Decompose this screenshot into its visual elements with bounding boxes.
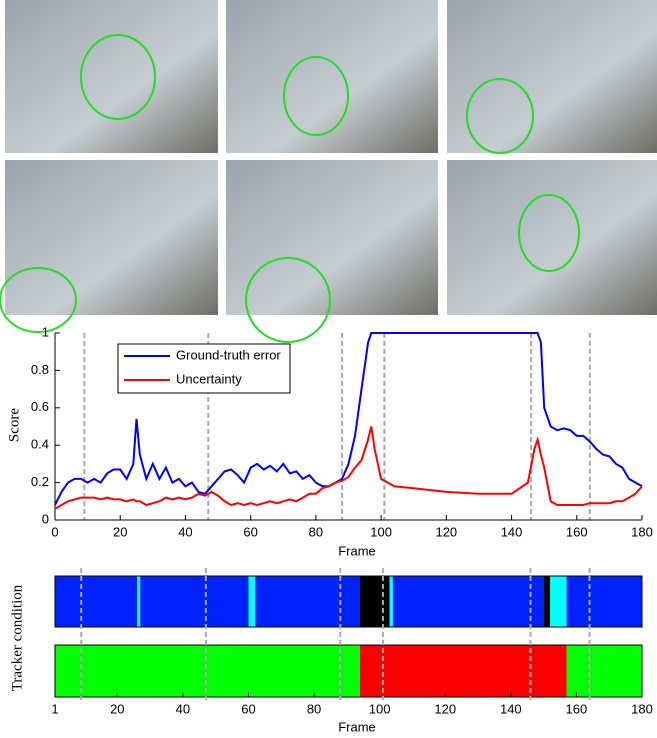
y-tick-label: 1 <box>42 324 49 339</box>
x-tick-label: 20 <box>113 524 127 539</box>
legend-label: Uncertainty <box>176 371 242 386</box>
y-tick-label: 0.6 <box>31 399 49 414</box>
x-tick-label: 60 <box>241 701 255 716</box>
track-ellipse <box>283 56 349 136</box>
x-tick-label: 180 <box>631 701 653 716</box>
y-tick-label: 0 <box>42 511 49 526</box>
y-tick-label: 0.4 <box>31 437 49 452</box>
x-tick-label: 120 <box>434 701 456 716</box>
track-ellipse <box>0 267 77 333</box>
x-tick-label: 80 <box>309 524 323 539</box>
x-tick-label: 100 <box>370 524 392 539</box>
photo <box>447 160 657 315</box>
photo <box>226 0 438 153</box>
condition-segment <box>550 576 567 627</box>
x-tick-label: 1 <box>51 701 58 716</box>
condition-segment <box>359 645 567 697</box>
legend-box <box>117 343 291 394</box>
track-ellipse <box>245 257 331 343</box>
x-tick-label: 20 <box>110 701 124 716</box>
condition-segment <box>55 576 137 627</box>
condition-segment <box>566 576 642 627</box>
x-tick-label: 40 <box>176 701 190 716</box>
condition-segment <box>140 576 249 627</box>
x-tick-label: 180 <box>631 524 653 539</box>
y-axis-label: Tracker condition <box>9 584 25 691</box>
track-ellipse <box>518 194 580 272</box>
y-axis-label: Score <box>6 408 22 442</box>
legend-label: Ground-truth error <box>176 347 281 362</box>
condition-segment <box>392 576 544 627</box>
series-line <box>54 426 643 510</box>
condition-segment <box>543 576 551 627</box>
x-tick-label: 140 <box>500 701 522 716</box>
condition-frame <box>54 575 643 628</box>
condition-segment <box>359 576 390 627</box>
condition-segment <box>136 576 141 627</box>
series-line <box>54 332 643 506</box>
y-tick-label: 0.2 <box>31 474 49 489</box>
y-tick-label: 0.8 <box>31 362 49 377</box>
condition-segment <box>255 576 360 627</box>
condition-segment <box>566 645 642 697</box>
track-ellipse <box>466 78 534 154</box>
x-axis-label: Frame <box>338 543 376 558</box>
condition-segment <box>55 645 360 697</box>
photos <box>0 0 657 343</box>
x-tick-label: 120 <box>435 524 457 539</box>
x-axis-label: Frame <box>338 719 376 734</box>
photo <box>5 160 218 315</box>
x-tick-label: 160 <box>566 701 588 716</box>
photo <box>447 0 657 153</box>
x-tick-label: 0 <box>51 524 58 539</box>
x-tick-label: 100 <box>369 701 391 716</box>
photo <box>5 0 218 153</box>
x-tick-label: 160 <box>566 524 588 539</box>
x-tick-label: 60 <box>243 524 257 539</box>
condition-segment <box>248 576 256 627</box>
condition-frame <box>54 644 643 698</box>
x-tick-label: 140 <box>501 524 523 539</box>
x-tick-label: 40 <box>178 524 192 539</box>
photo <box>226 160 438 315</box>
condition-segment <box>389 576 393 627</box>
x-tick-label: 80 <box>307 701 321 716</box>
track-ellipse <box>80 34 156 120</box>
